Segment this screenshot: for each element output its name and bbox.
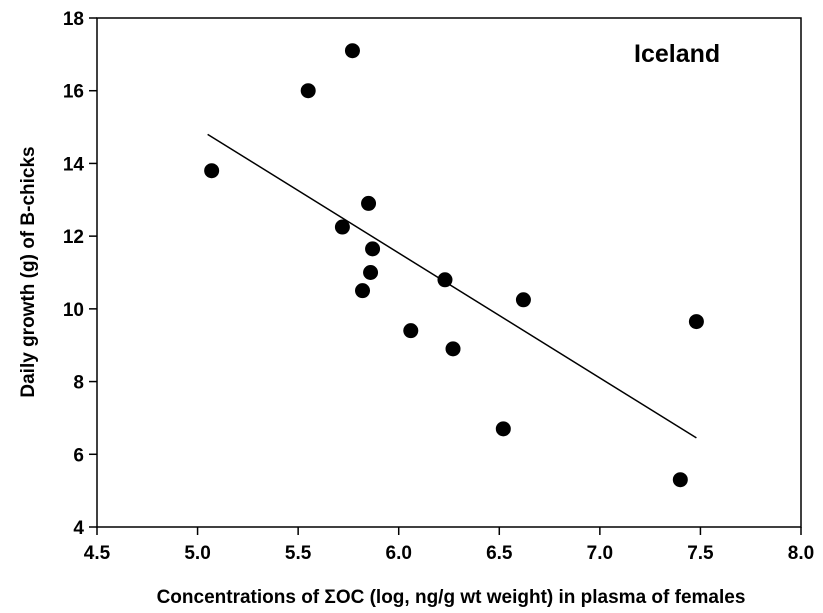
plot-area-frame bbox=[96, 17, 802, 528]
data-point bbox=[495, 421, 511, 437]
data-point bbox=[334, 219, 350, 235]
data-points bbox=[204, 43, 704, 488]
x-axis-title: Concentrations of ΣOC (log, ng/g wt weig… bbox=[157, 587, 746, 608]
data-point bbox=[300, 83, 316, 99]
y-axis-title: Daily growth (g) of B-chicks bbox=[18, 146, 39, 397]
data-point bbox=[437, 272, 453, 288]
region-annotation: Iceland bbox=[634, 40, 720, 68]
x-tick-label: 5.0 bbox=[184, 543, 210, 564]
data-point bbox=[688, 314, 704, 330]
data-point bbox=[515, 292, 531, 308]
y-tick-label: 14 bbox=[63, 154, 85, 175]
y-tick-label: 18 bbox=[63, 9, 84, 30]
data-point bbox=[365, 241, 381, 257]
x-tick-label: 7.0 bbox=[587, 543, 613, 564]
y-tick-label: 4 bbox=[73, 518, 84, 539]
y-tick-label: 8 bbox=[73, 373, 84, 394]
y-tick-label: 12 bbox=[63, 227, 84, 248]
y-axis: 4 6 8 10 12 14 16 18 bbox=[63, 9, 97, 539]
y-tick-label: 10 bbox=[63, 300, 84, 321]
x-tick-label: 4.5 bbox=[84, 543, 111, 564]
data-point bbox=[445, 341, 461, 357]
x-tick-label: 6.5 bbox=[486, 543, 513, 564]
data-point bbox=[363, 265, 379, 280]
x-tick-label: 7.5 bbox=[687, 543, 714, 564]
data-point bbox=[344, 43, 360, 59]
x-axis: 4.5 5.0 5.5 6.0 6.5 7.0 7.5 8.0 bbox=[84, 527, 814, 564]
x-tick-label: 5.5 bbox=[285, 543, 312, 564]
data-point bbox=[204, 163, 220, 179]
x-tick-label: 6.0 bbox=[386, 543, 412, 564]
data-point bbox=[361, 195, 377, 211]
y-tick-label: 16 bbox=[63, 82, 84, 103]
data-point bbox=[355, 283, 371, 299]
y-tick-label: 6 bbox=[73, 445, 84, 466]
data-point bbox=[403, 323, 419, 339]
data-point bbox=[672, 472, 688, 488]
x-tick-label: 8.0 bbox=[788, 543, 814, 564]
regression-line bbox=[207, 133, 697, 439]
